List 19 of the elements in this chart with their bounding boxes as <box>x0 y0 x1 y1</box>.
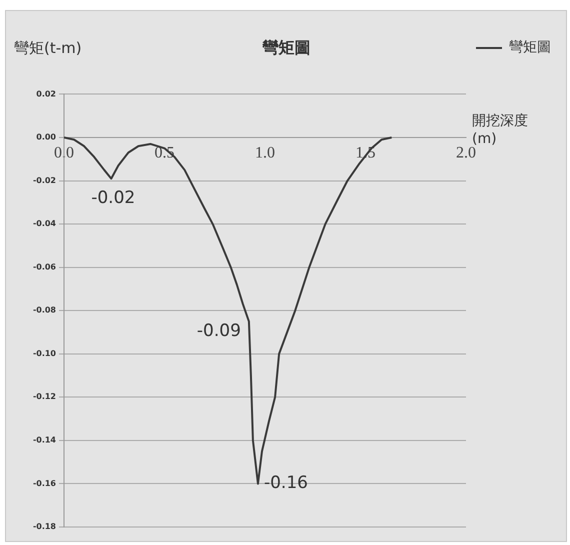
x-tick-label: 0.0 <box>54 144 74 162</box>
annotation: -0.09 <box>196 320 241 341</box>
y-tick-label: -0.12 <box>32 392 56 402</box>
y-tick-label: -0.02 <box>32 176 56 185</box>
annotation: -0.16 <box>264 473 308 494</box>
y-axis-title: 彎矩(t-m) <box>14 38 82 57</box>
y-tick-label: -0.14 <box>32 436 56 445</box>
y-tick-label: 0.00 <box>36 132 56 142</box>
legend-label: 彎矩圖 <box>509 40 551 56</box>
annotation: -0.02 <box>91 188 136 208</box>
x-tick-label: 1.0 <box>255 144 275 162</box>
y-tick-label: 0.02 <box>36 89 56 98</box>
y-tick-label: -0.18 <box>32 522 56 532</box>
chart-title: 彎矩圖 <box>262 38 310 57</box>
y-tick-label: -0.10 <box>32 348 56 358</box>
y-tick-label: -0.06 <box>32 262 56 272</box>
y-tick-label: -0.16 <box>32 478 56 488</box>
y-tick-label: -0.08 <box>32 306 56 315</box>
y-tick-label: -0.04 <box>32 219 56 228</box>
